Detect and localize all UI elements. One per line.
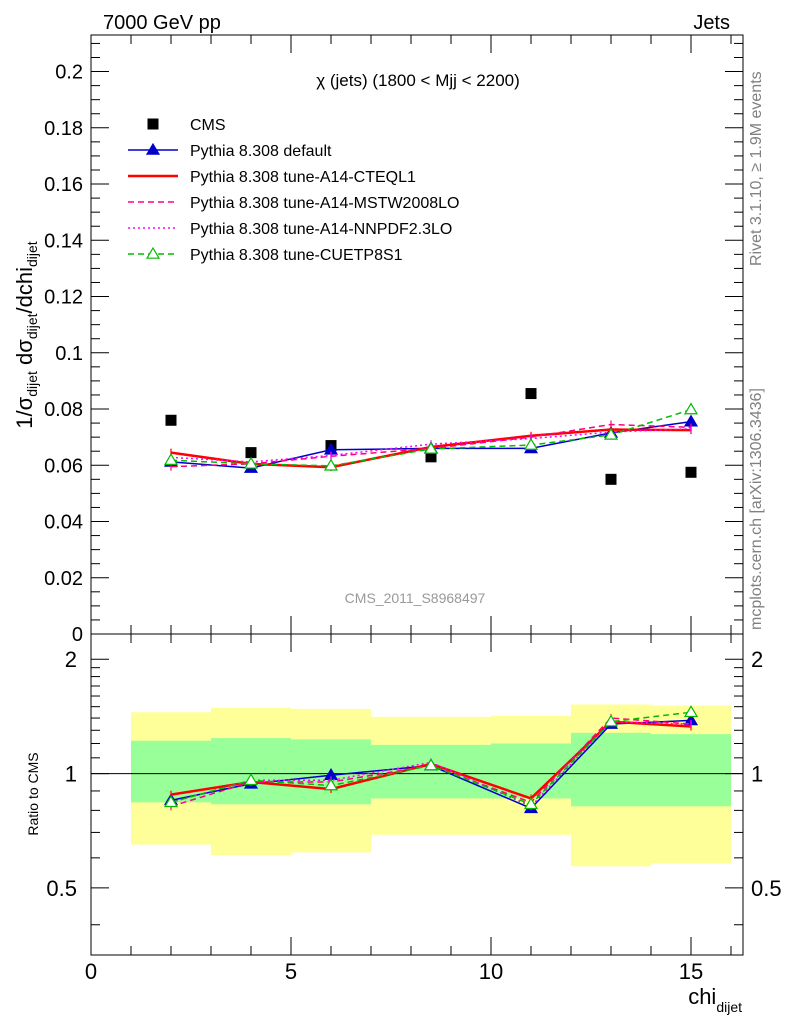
legend-cms-marker xyxy=(147,118,159,130)
legend-cms-label: CMS xyxy=(190,117,226,134)
legend-label: Pythia 8.308 default xyxy=(190,143,332,160)
legend-marker xyxy=(145,246,161,259)
ratio-y-tick-label-left: 1 xyxy=(65,762,77,787)
main-marker xyxy=(523,437,539,450)
ratio-marker xyxy=(323,778,339,791)
analysis-label: CMS_2011_S8968497 xyxy=(345,590,486,606)
ratio-y-tick-label-right: 2 xyxy=(751,647,763,672)
main-y-tick-label: 0.2 xyxy=(55,62,83,84)
cms-data-point xyxy=(685,466,697,478)
main-y-tick-label: 0.12 xyxy=(44,287,83,309)
main-marker xyxy=(163,453,179,466)
x-tick-label: 0 xyxy=(85,959,97,984)
ratio-plot-panel: 0.5 0.5 1 1 2 2 0 5 10 15 xyxy=(46,633,782,984)
category-label: Jets xyxy=(693,12,730,34)
main-y-tick-label: 0 xyxy=(72,624,83,646)
x-tick-label: 15 xyxy=(679,959,703,984)
ratio-inner-band xyxy=(211,738,291,805)
main-y-tick-label: 0.06 xyxy=(44,455,83,477)
main-marker xyxy=(423,441,439,454)
ratio-marker xyxy=(683,705,699,718)
cms-data-point xyxy=(165,414,177,426)
main-marker xyxy=(603,427,619,440)
x-tick-label: 5 xyxy=(285,959,297,984)
ratio-y-tick-label-left: 0.5 xyxy=(46,876,77,901)
ratio-plot-frame xyxy=(90,633,744,956)
x-axis-label-base: chi xyxy=(688,984,716,1009)
main-marker xyxy=(243,456,259,469)
main-y-tick-label: 0.04 xyxy=(44,512,83,534)
main-y-axis-label: 1/σdijet dσdijet/dchidijet xyxy=(12,241,40,429)
legend-label: Pythia 8.308 tune-A14-NNPDF2.3LO xyxy=(190,221,452,238)
ratio-marker xyxy=(243,773,259,786)
source-label: mcplots.cern.ch [arXiv:1306.3436] xyxy=(748,388,765,630)
ratio-marker xyxy=(603,714,619,727)
main-y-tick-label: 0.16 xyxy=(44,174,83,196)
main-y-tick-label: 0.14 xyxy=(44,230,83,252)
ratio-inner-band xyxy=(651,734,731,807)
main-y-tick-label: 0.08 xyxy=(44,399,83,421)
main-y-tick-label: 0.1 xyxy=(55,343,83,365)
main-y-tick-label: 0.18 xyxy=(44,118,83,140)
legend-marker xyxy=(145,142,161,155)
ratio-marker xyxy=(163,795,179,808)
main-plot-panel: 00.020.040.060.080.10.120.140.160.180.2 … xyxy=(44,34,744,646)
ratio-y-tick-label-right: 1 xyxy=(751,762,763,787)
legend-label: Pythia 8.308 tune-CUETP8S1 xyxy=(190,247,403,264)
main-marker xyxy=(683,402,699,415)
main-y-tick-label: 0.02 xyxy=(44,568,83,590)
x-tick-label: 10 xyxy=(479,959,503,984)
legend: CMS Pythia 8.308 default Pythia 8.308 tune… xyxy=(128,117,459,264)
ratio-y-axis-label: Ratio to CMS xyxy=(25,752,41,835)
ratio-marker xyxy=(523,797,539,810)
energy-label: 7000 GeV pp xyxy=(103,12,221,34)
cms-data-point xyxy=(605,473,617,485)
main-plot-frame xyxy=(90,34,744,635)
main-plot-title: χ (jets) (1800 < Mjj < 2200) xyxy=(316,71,520,90)
rivet-label: Rivet 3.1.10, ≥ 1.9M events xyxy=(748,71,765,266)
main-marker xyxy=(323,458,339,471)
ratio-marker xyxy=(423,758,439,771)
ratio-inner-band xyxy=(371,744,491,799)
legend-label: Pythia 8.308 tune-A14-CTEQL1 xyxy=(190,169,416,186)
legend-label: Pythia 8.308 tune-A14-MSTW2008LO xyxy=(190,195,459,212)
ratio-y-tick-label-left: 2 xyxy=(65,647,77,672)
ratio-inner-band xyxy=(571,732,651,807)
x-axis-label-sub: dijet xyxy=(716,999,742,1015)
x-axis-label: chidijet xyxy=(688,984,742,1015)
ratio-y-tick-label-right: 0.5 xyxy=(751,876,782,901)
cms-data-point xyxy=(245,447,257,459)
cms-data-point xyxy=(525,388,537,400)
cms-data-point xyxy=(425,451,437,463)
